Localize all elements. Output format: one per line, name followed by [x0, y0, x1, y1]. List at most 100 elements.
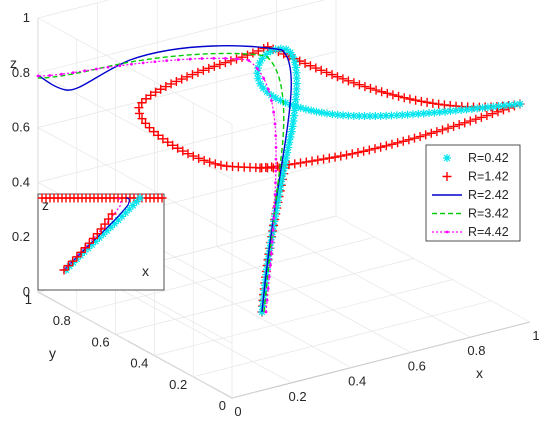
series-marker [182, 72, 192, 82]
series-marker [494, 102, 503, 111]
series-marker [274, 190, 283, 199]
series-marker [187, 70, 197, 80]
z-tick-label: 0.2 [12, 229, 30, 244]
series-marker [478, 103, 487, 112]
series-marker [360, 112, 369, 121]
grid-line [37, 127, 233, 234]
series-marker [313, 155, 323, 165]
series-marker [271, 228, 275, 232]
series-marker [499, 101, 508, 110]
tick-labels: 00.20.40.60.8100.20.40.60.8100.20.40.60.… [12, 10, 540, 419]
series-marker [106, 223, 115, 232]
inset-curves [37, 193, 167, 275]
series-marker [253, 69, 262, 78]
series-marker [273, 193, 277, 196]
series-marker [141, 94, 151, 104]
series-marker [445, 230, 449, 234]
series-marker [268, 263, 272, 267]
series-marker [354, 80, 364, 90]
series-marker [183, 149, 193, 159]
series-marker [242, 50, 252, 60]
x-axis-label: x [476, 365, 483, 381]
grid-line [97, 276, 292, 384]
series-marker [336, 151, 346, 161]
series-marker [205, 157, 215, 167]
series-marker [272, 110, 276, 114]
grid-line [37, 291, 233, 399]
series-marker [274, 146, 278, 149]
series-marker [188, 57, 192, 61]
grid-line [216, 246, 411, 353]
series-marker [482, 111, 492, 121]
series-marker [316, 65, 326, 75]
series-marker [489, 102, 498, 111]
series-marker [100, 219, 110, 229]
series-marker [91, 237, 100, 246]
series-marker [118, 64, 122, 68]
y-tick-label: 0.2 [169, 377, 187, 392]
series-marker [371, 85, 381, 95]
series-marker [151, 87, 161, 97]
series-marker [283, 148, 292, 157]
series-marker [290, 58, 299, 67]
z-tick-label: 0.8 [12, 65, 30, 80]
series-marker [292, 68, 301, 77]
grid-line [37, 72, 233, 180]
series-marker [48, 74, 52, 77]
series-marker [292, 90, 301, 99]
series-marker [387, 139, 397, 149]
z-axis-label: z [10, 55, 17, 71]
z-tick-label: 0 [23, 284, 30, 299]
series-marker [471, 114, 481, 124]
z-tick-label: 0.6 [12, 120, 30, 135]
series-marker [149, 127, 159, 137]
series-marker [510, 100, 519, 109]
series-marker [117, 212, 126, 221]
series-marker [178, 146, 188, 156]
series-marker [262, 77, 266, 80]
series-marker [255, 58, 264, 67]
series-marker [137, 114, 147, 124]
series-marker [457, 106, 466, 115]
series-marker [376, 111, 385, 120]
series-marker [342, 150, 352, 160]
series-marker [267, 91, 276, 100]
series-marker [130, 62, 133, 66]
series-marker [312, 107, 321, 116]
series-marker [222, 161, 232, 171]
series-marker [291, 102, 300, 111]
series-marker [349, 111, 358, 120]
series-marker [216, 160, 226, 170]
series-marker [248, 48, 258, 58]
inset-frame [37, 193, 165, 291]
series-marker [493, 107, 503, 117]
series-marker [404, 135, 414, 145]
series-marker [324, 153, 334, 163]
series-marker [359, 146, 369, 156]
grid-line [76, 236, 375, 314]
series-marker [132, 197, 141, 206]
series-marker [237, 52, 247, 62]
series-marker [188, 151, 198, 161]
x-tick-label: 0.6 [408, 358, 426, 373]
y-tick-label: 0.6 [92, 334, 110, 349]
legend: R=0.42 R=1.42 R=2.42 R=3.42 R=4.42 [425, 144, 521, 242]
inset-x-label: x [142, 263, 149, 279]
series-marker [292, 79, 301, 88]
series-marker [285, 138, 294, 147]
series-marker [454, 120, 464, 130]
series-marker [36, 74, 40, 78]
series-marker [319, 154, 329, 164]
series-marker [441, 107, 450, 116]
series-marker [349, 78, 359, 88]
series-marker [426, 128, 436, 138]
series-marker [265, 298, 269, 302]
series-marker [114, 216, 123, 225]
series-marker [443, 123, 453, 133]
series-marker [136, 194, 144, 202]
series-marker [364, 145, 374, 155]
series-marker [408, 110, 417, 119]
series-marker [274, 169, 278, 173]
series-marker [275, 185, 284, 194]
series-marker [254, 74, 263, 83]
